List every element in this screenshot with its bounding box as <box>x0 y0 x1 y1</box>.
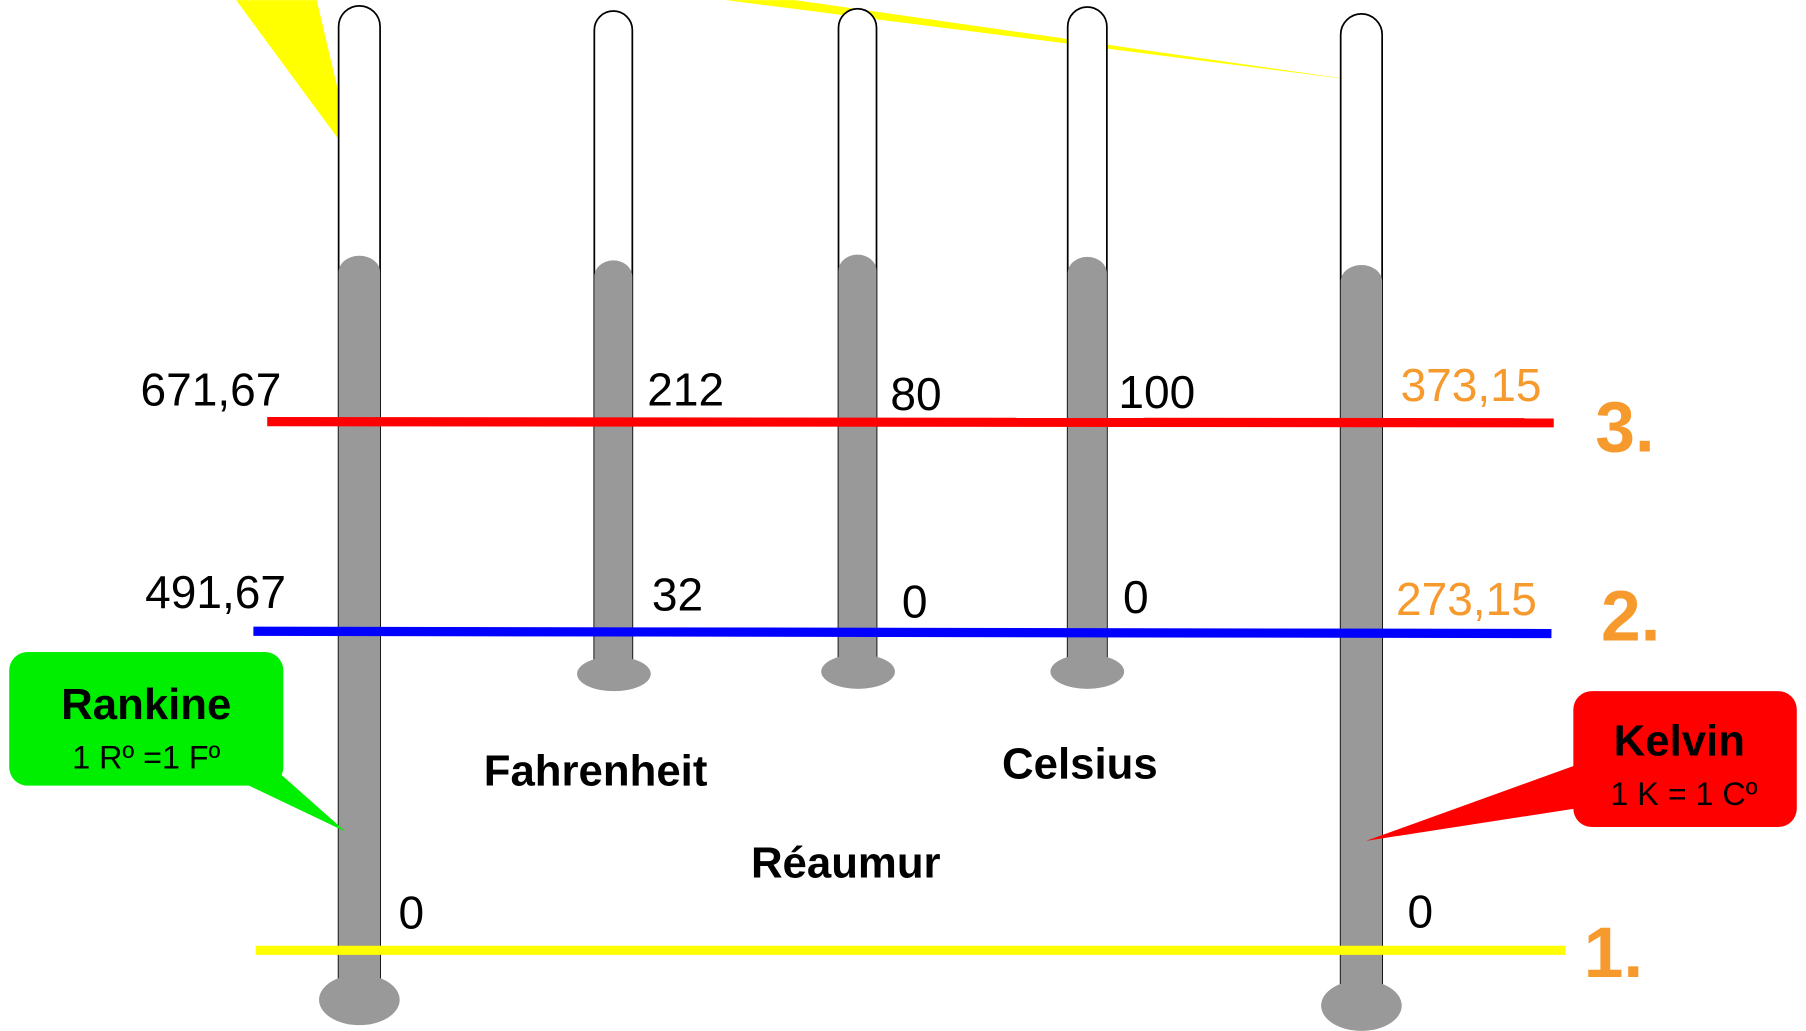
value-label: 212 <box>647 364 724 416</box>
thermometer-reaumur <box>821 9 895 689</box>
callout-note: 1 Rº =1 Fº <box>72 739 220 775</box>
value-label: 0 <box>399 886 425 938</box>
value-label: 373,15 <box>1401 359 1542 411</box>
thermometer-fahrenheit <box>577 11 651 691</box>
value-label: 0 <box>1123 571 1149 623</box>
value-label: 671,67 <box>141 364 282 416</box>
thermometer-rankine <box>319 6 400 1025</box>
value-label: 273,15 <box>1396 573 1537 625</box>
freezing-line <box>253 631 1551 633</box>
yellow-beam <box>726 0 1359 81</box>
value-label: 32 <box>652 569 703 621</box>
yellow-beam <box>236 0 355 161</box>
rankine-callout: Rankine 1 Rº =1 Fº <box>9 652 345 832</box>
scale-name: Fahrenheit <box>484 747 708 796</box>
scale-name: Réaumur <box>751 839 941 888</box>
value-label: 100 <box>1118 366 1195 418</box>
value-label: 80 <box>890 368 941 420</box>
kelvin-callout: Kelvin 1 K = 1 Cº <box>1366 691 1797 841</box>
thermometer-celsius <box>1050 7 1124 689</box>
value-label: 0 <box>902 575 928 627</box>
thermometer-kelvin <box>1321 14 1402 1031</box>
callout-title: Kelvin <box>1614 717 1745 766</box>
value-label: 491,67 <box>145 566 286 618</box>
level-marker: 1. <box>1584 913 1644 993</box>
scale-name: Celsius <box>1002 740 1158 789</box>
level-marker: 2. <box>1601 576 1661 656</box>
callout-note: 1 K = 1 Cº <box>1610 776 1757 812</box>
value-label: 0 <box>1407 885 1433 937</box>
boiling-line <box>267 422 1554 423</box>
callout-title: Rankine <box>61 680 231 729</box>
level-marker: 3. <box>1595 388 1655 468</box>
diagram: Rankine 1 Rº =1 Fº Kelvin 1 K = 1 Cº 671… <box>0 0 1806 1031</box>
